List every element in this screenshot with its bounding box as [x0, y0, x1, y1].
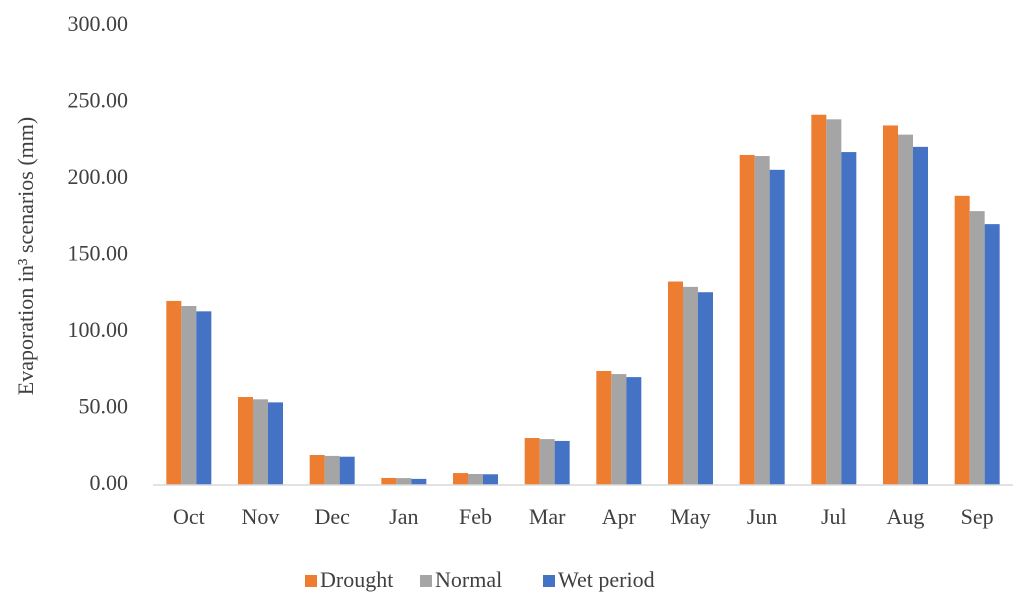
y-tick-label: 50.00 [79, 394, 129, 419]
y-tick-label: 150.00 [68, 241, 129, 266]
bar [754, 156, 770, 486]
x-tick-label: Dec [314, 504, 350, 529]
bar [913, 146, 928, 485]
bar [524, 438, 540, 485]
legend-swatch [420, 575, 432, 587]
bar [554, 440, 570, 485]
y-tick-label: 100.00 [68, 317, 129, 342]
bar [984, 224, 1000, 485]
bar [238, 397, 253, 485]
bar [411, 478, 427, 485]
bar [309, 455, 325, 485]
bar [954, 195, 970, 485]
x-tick-label: May [670, 504, 710, 529]
y-tick-label: 300.00 [68, 11, 129, 36]
bar [683, 286, 698, 485]
bar [883, 125, 898, 485]
bar [539, 439, 555, 485]
bar [268, 402, 283, 485]
x-tick-label: Feb [459, 504, 492, 529]
bar [196, 311, 212, 485]
bar [396, 478, 412, 485]
y-tick-label: 0.00 [90, 470, 129, 495]
legend-label: Wet period [558, 567, 655, 592]
x-tick-label: Jul [821, 504, 847, 529]
legend-swatch [305, 575, 317, 587]
bar [253, 399, 268, 485]
bar [324, 455, 340, 485]
bar [611, 374, 627, 485]
legend-label: Drought [320, 567, 393, 592]
bar [969, 211, 985, 485]
y-tick-label: 200.00 [68, 164, 129, 189]
x-tick-label: Sep [961, 504, 994, 529]
legend-label: Normal [435, 567, 502, 592]
bar [898, 134, 913, 485]
y-tick-label: 250.00 [68, 88, 129, 113]
y-axis-label: Evaporation in³ scenarios (mm) [13, 117, 38, 395]
legend-swatch [543, 575, 555, 587]
x-tick-label: Jun [747, 504, 778, 529]
bar [698, 292, 713, 485]
bar [626, 377, 642, 485]
bar [181, 305, 197, 485]
bar [739, 154, 755, 485]
bar [339, 456, 355, 485]
bar [668, 281, 683, 485]
x-tick-label: Jan [389, 504, 418, 529]
x-tick-label: Oct [173, 504, 205, 529]
x-tick-label: Nov [242, 504, 280, 529]
x-tick-label: Mar [529, 504, 566, 529]
bar [166, 300, 182, 485]
bar [826, 119, 842, 485]
bar [453, 473, 468, 485]
bar [811, 114, 827, 486]
bar [841, 152, 857, 485]
bar [769, 169, 785, 485]
bar [596, 371, 612, 485]
bar [483, 474, 498, 485]
x-tick-label: Aug [887, 504, 925, 529]
x-tick-label: Apr [602, 504, 637, 529]
bar [381, 477, 397, 485]
bar [468, 473, 483, 485]
